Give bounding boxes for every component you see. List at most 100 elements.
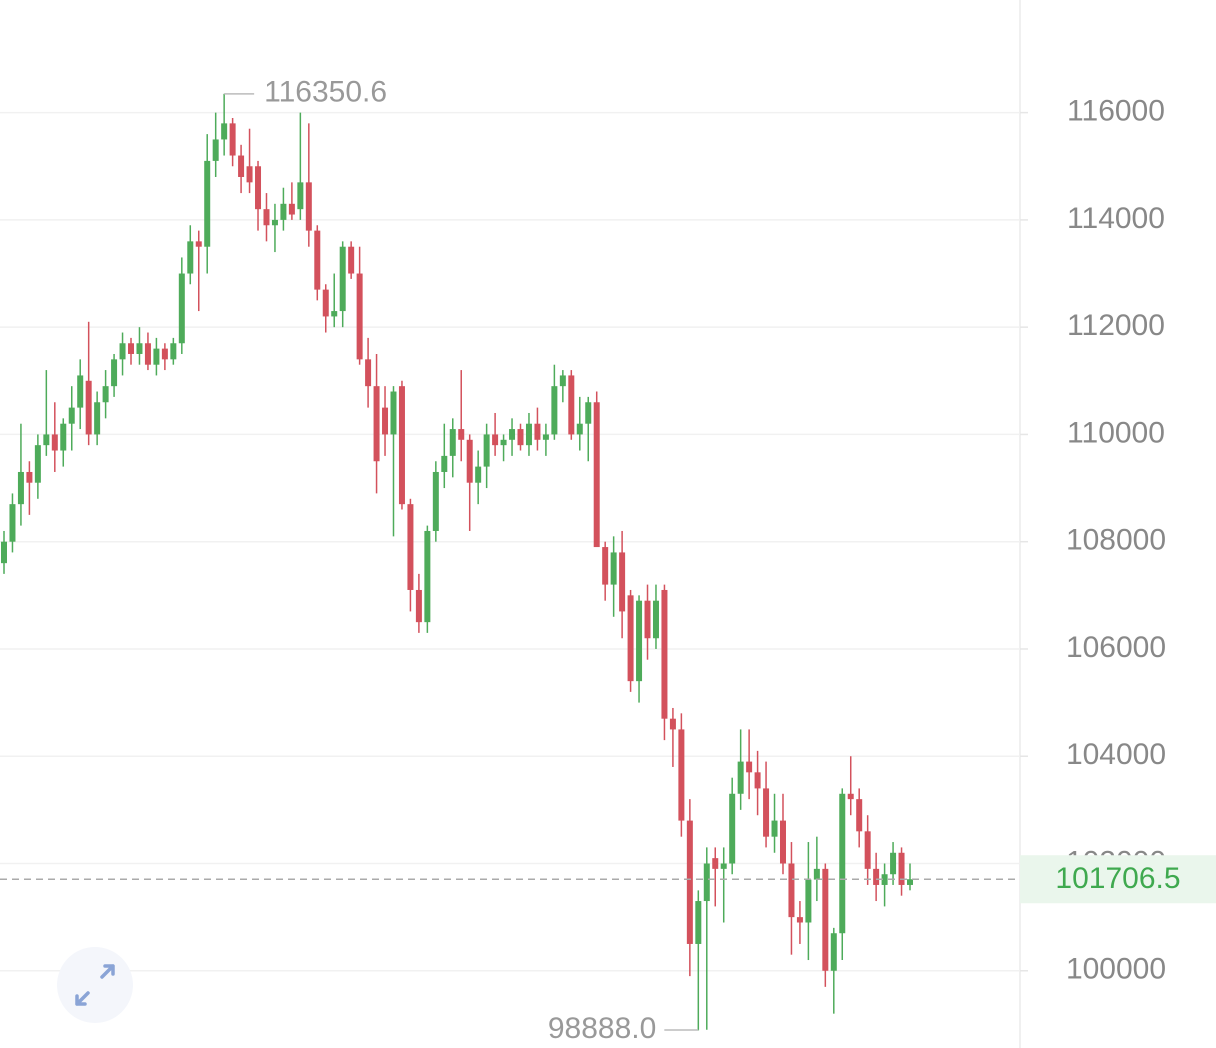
candle-body — [128, 343, 135, 354]
candle — [517, 423, 524, 451]
candle-body — [187, 241, 194, 274]
candle — [534, 407, 541, 451]
candle — [17, 423, 24, 526]
candle-body — [170, 343, 177, 360]
candle — [898, 847, 905, 896]
candle — [830, 927, 837, 1014]
candle — [754, 750, 761, 816]
candle-body — [779, 820, 786, 864]
y-tick-label: 104000 — [1066, 738, 1166, 771]
candle-body — [119, 343, 126, 360]
candle-body — [26, 471, 33, 483]
candle — [43, 370, 50, 456]
candle — [77, 359, 84, 430]
candle-body — [636, 600, 643, 682]
candle-body — [568, 375, 575, 435]
candle-body — [610, 552, 617, 585]
candle — [51, 402, 58, 472]
candle — [407, 498, 414, 612]
candle — [652, 584, 659, 649]
candle — [356, 246, 363, 365]
candle-body — [830, 933, 837, 971]
candle — [85, 321, 92, 446]
candle — [813, 836, 820, 902]
candle — [551, 364, 558, 440]
candle — [703, 847, 710, 1030]
candle — [559, 370, 566, 403]
candle — [424, 525, 431, 633]
candle — [483, 423, 490, 489]
candle-body — [492, 434, 499, 446]
candle-body — [1, 541, 7, 564]
candle — [229, 117, 236, 167]
candle-body — [483, 434, 490, 467]
candle — [890, 842, 897, 885]
candle-body — [43, 434, 50, 446]
candle-body — [153, 348, 160, 365]
candle-body — [94, 402, 101, 435]
candle-body — [229, 123, 236, 156]
candle — [305, 123, 312, 247]
candle-body — [644, 600, 651, 639]
candle — [390, 386, 397, 537]
candle — [111, 353, 118, 397]
candle-body — [136, 343, 143, 354]
candle-body — [907, 879, 913, 885]
candle-body — [898, 852, 905, 885]
candle-body — [449, 429, 456, 456]
candle-body — [356, 273, 363, 360]
candle-body — [85, 380, 92, 435]
candle — [348, 241, 355, 279]
candle — [686, 799, 693, 977]
y-tick-label: 112000 — [1067, 309, 1165, 342]
candle — [297, 112, 304, 220]
candle-body — [517, 429, 524, 446]
candle-body — [305, 182, 312, 231]
candle-body — [729, 793, 736, 864]
candle-body — [585, 402, 592, 424]
expand-button[interactable] — [57, 947, 133, 1023]
candle-body — [111, 359, 118, 387]
y-tick-label: 116000 — [1067, 95, 1165, 128]
candle-body — [509, 429, 516, 440]
candle — [712, 847, 719, 907]
candle — [500, 434, 507, 462]
candle-body — [263, 209, 270, 226]
candle — [373, 353, 380, 494]
candle-body — [271, 219, 278, 226]
candle — [881, 863, 888, 907]
candle — [153, 337, 160, 376]
candle — [458, 370, 465, 462]
candle — [856, 788, 863, 848]
candle-body — [161, 348, 168, 360]
candle — [60, 418, 67, 467]
candle-body — [288, 203, 295, 215]
candle-body — [703, 863, 710, 902]
candle — [627, 589, 634, 692]
candle — [136, 327, 143, 365]
candle — [695, 890, 702, 1031]
candle — [119, 332, 126, 376]
candle-body — [348, 246, 355, 274]
candle-body — [890, 852, 897, 875]
candle-body — [297, 182, 304, 210]
candle-body — [255, 166, 262, 210]
candle-body — [144, 343, 151, 365]
high-label: 116350.6 — [264, 76, 387, 109]
candle-body — [365, 359, 372, 387]
candle — [398, 380, 405, 510]
candle — [576, 396, 583, 451]
candle-body — [500, 439, 507, 446]
candle-body — [796, 917, 803, 923]
candle-body — [322, 289, 329, 317]
candle — [322, 284, 329, 333]
candle — [525, 412, 532, 456]
candle — [144, 332, 151, 371]
candle-body — [68, 407, 75, 424]
candle-body — [280, 203, 287, 220]
candle — [822, 863, 829, 987]
candle — [669, 707, 676, 767]
candle-body — [576, 423, 583, 435]
candle — [771, 793, 778, 853]
